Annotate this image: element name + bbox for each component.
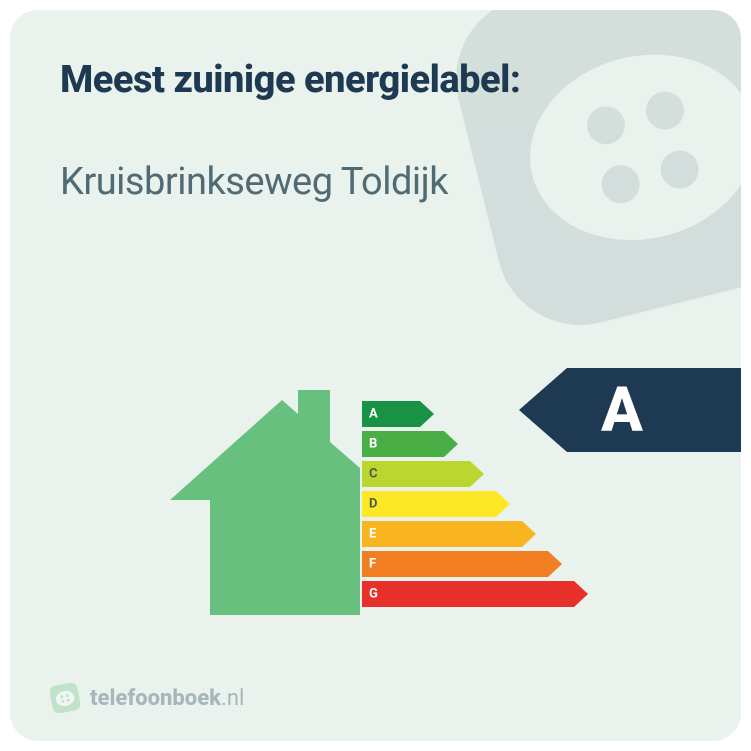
energy-bar: G [362,580,588,608]
card: Meest zuinige energielabel: Kruisbrinkse… [10,10,741,741]
energy-bar: C [362,460,588,488]
footer-logo-icon [50,683,80,713]
energy-bar: E [362,520,588,548]
footer: telefoonboek.nl [50,683,244,713]
energy-bar: F [362,550,588,578]
energy-bar: D [362,490,588,518]
energy-bar-letter: A [369,407,378,422]
energy-bar-letter: D [369,497,377,512]
energy-bar-letter: B [369,437,377,452]
energy-bar-letter: G [369,587,378,602]
footer-brand-tld: .nl [221,686,244,711]
rating-badge-letter: A [601,368,741,452]
watermark-icon [451,10,741,330]
energy-bar-letter: F [369,557,376,572]
footer-brand: telefoonboek.nl [90,686,244,711]
footer-brand-name: telefoonboek [90,686,221,711]
house-icon [170,390,360,615]
rating-badge: A [519,368,741,452]
energy-bar-letter: E [369,527,376,542]
energy-bar-letter: C [369,467,378,482]
